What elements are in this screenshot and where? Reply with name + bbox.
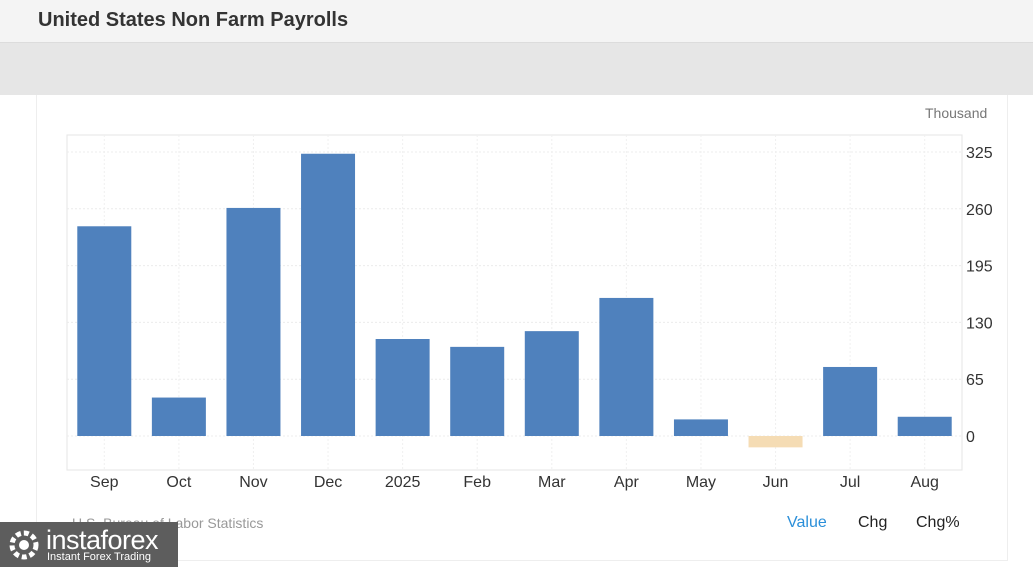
bar-jun: [748, 436, 803, 448]
toolbar-band: [0, 43, 1033, 95]
chart-panel: [36, 95, 1008, 561]
plot-frame: [66, 134, 963, 471]
tab-value[interactable]: Value: [787, 514, 827, 531]
bar-sep: [77, 226, 132, 436]
y-tick-label: 130: [966, 315, 993, 332]
x-tick-label: 2025: [385, 474, 421, 491]
page-title: United States Non Farm Payrolls: [38, 9, 349, 31]
header-bar: United States Non Farm Payrolls: [0, 0, 1033, 43]
instaforex-watermark: instaforex Instant Forex Trading: [0, 522, 178, 567]
y-tick-label: 195: [966, 259, 993, 276]
y-axis-ticks: 0 65 130 195 260 325: [966, 145, 993, 446]
bar-nov: [226, 207, 281, 436]
unit-label: Thousand: [925, 105, 988, 121]
x-tick-label: Sep: [90, 474, 119, 491]
bar-dec: [301, 153, 356, 437]
x-tick-label: Mar: [538, 474, 566, 491]
y-tick-label: 325: [966, 145, 993, 162]
bar-may: [673, 419, 728, 436]
x-tick-label: Jun: [763, 474, 789, 491]
x-tick-label: Feb: [463, 474, 491, 491]
watermark-tagline: Instant Forex Trading: [47, 551, 151, 563]
watermark-name: instaforex: [46, 525, 159, 555]
tab-chg[interactable]: Chg: [858, 514, 888, 531]
x-tick-label: Apr: [614, 474, 640, 491]
instaforex-logo-icon: [9, 530, 39, 560]
bar-mar: [524, 331, 579, 436]
y-tick-label: 0: [966, 429, 975, 446]
x-tick-label: Oct: [166, 474, 191, 491]
x-tick-label: Nov: [239, 474, 267, 491]
y-tick-label: 260: [966, 202, 993, 219]
bar-apr: [599, 297, 654, 436]
bar-jul: [823, 366, 878, 436]
tab-chg-percent[interactable]: Chg%: [916, 514, 960, 531]
x-tick-label: Dec: [314, 474, 342, 491]
bar-feb: [450, 346, 505, 436]
bar-oct: [151, 397, 206, 436]
bar-2025: [375, 339, 430, 436]
y-tick-label: 65: [966, 372, 984, 389]
x-tick-label: Jul: [840, 474, 860, 491]
grid-layer: [66, 134, 963, 471]
bar-aug: [897, 416, 952, 436]
bar-layer: [77, 153, 952, 448]
x-tick-label: Aug: [910, 474, 938, 491]
x-axis-ticks: Sep Oct Nov Dec 2025 Feb Mar Apr May Jun Jul Aug: [90, 474, 939, 491]
x-tick-label: May: [686, 474, 716, 491]
